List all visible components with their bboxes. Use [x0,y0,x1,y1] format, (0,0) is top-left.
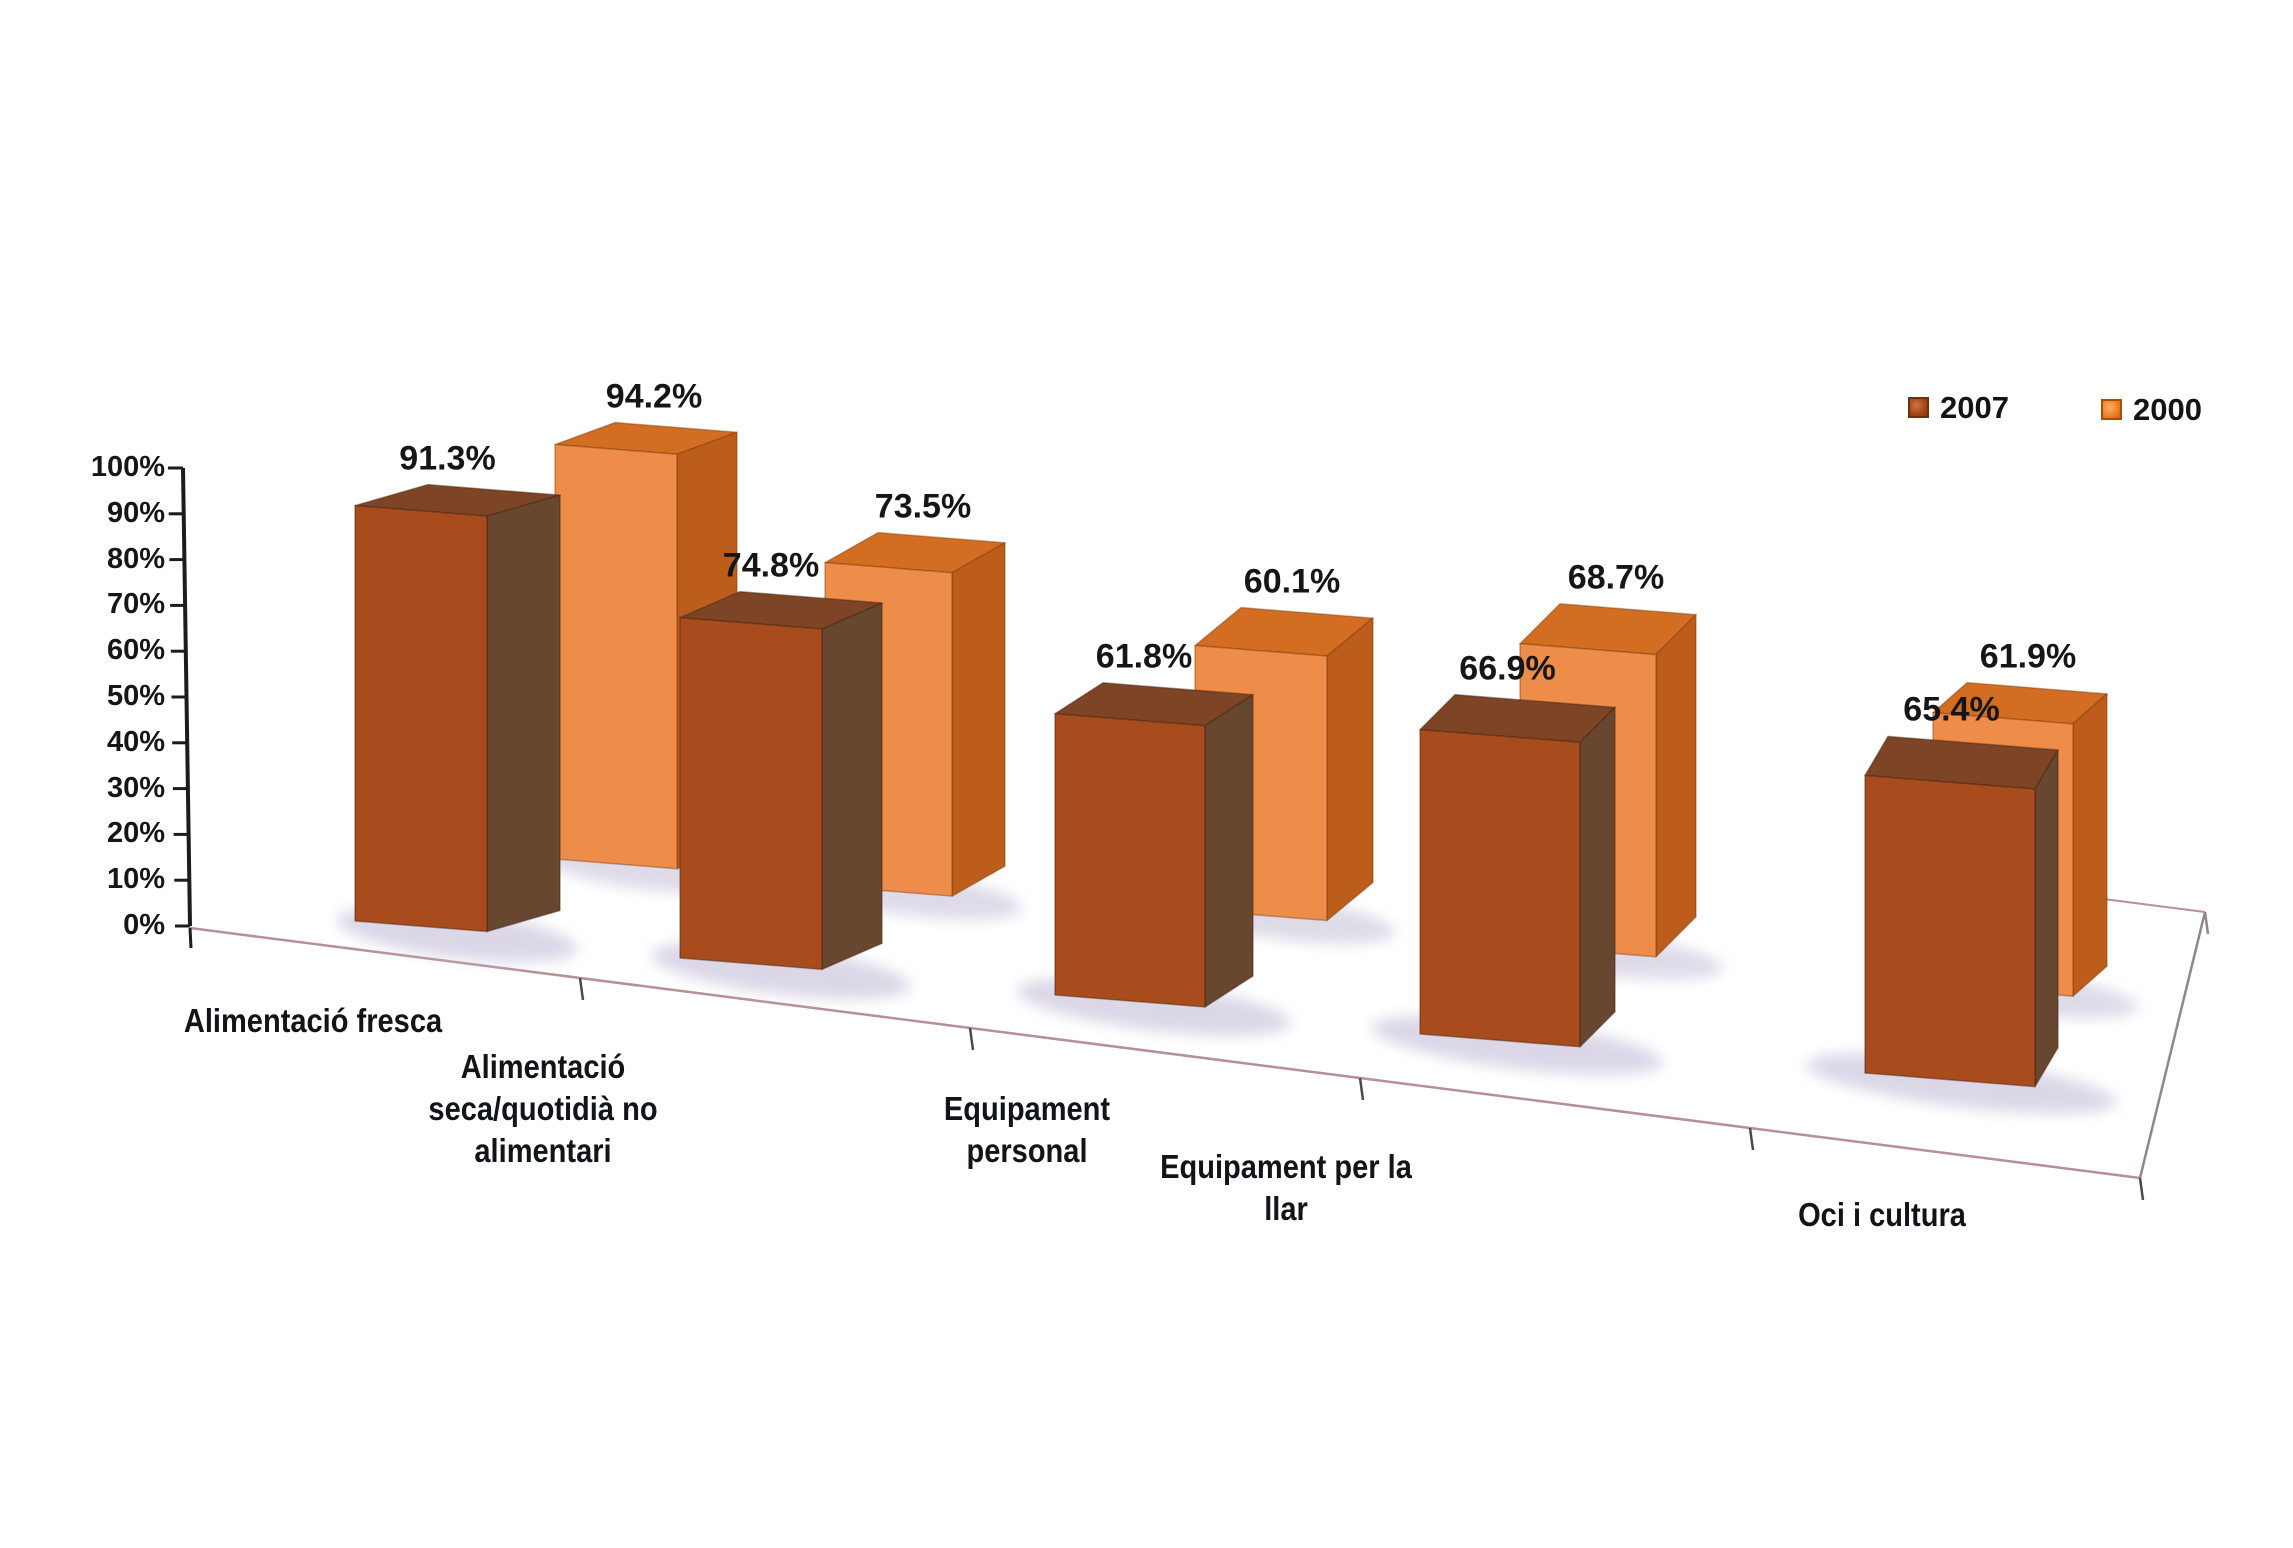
y-axis-label-50%: 50% [106,680,165,712]
data-label-2007-equipament-per-la-llar: 66.9% [1459,649,1556,688]
category-axis-tick-1 [578,977,585,1001]
y-axis-label-30%: 30% [106,771,165,804]
category-label-line: alimentari [474,1132,612,1169]
category-label-line: Alimentació [460,1048,626,1085]
category-label-line: Equipament [943,1090,1111,1127]
data-label-2007-equipament-personal: 61.8% [1095,637,1193,676]
category-axis-tick-4 [1748,1127,1755,1151]
y-axis-label-20%: 20% [106,817,165,850]
category-label-line: Oci i cultura [1798,1196,1966,1233]
bar-2007-alimentacio-fresca [354,504,488,933]
bar-2007-alimentacio-seca-quotidia-no-alimentari [679,616,823,971]
category-label-alimentacio-fresca: Alimentació fresca [184,1000,442,1042]
bar-2007-oci-i-cultura [1864,774,2036,1088]
category-axis-tick-2 [968,1027,975,1051]
y-axis-label-40%: 40% [106,725,165,758]
category-label-line: seca/quotidià no [428,1090,658,1127]
y-axis-label-100%: 100% [90,451,165,483]
floor-right-edge [2138,911,2207,1179]
y-axis-label-80%: 80% [106,542,165,575]
y-axis-label-60%: 60% [106,634,165,667]
category-label-line: Equipament per la [1160,1148,1412,1185]
bar-2007-equipament-personal [1054,713,1206,1008]
category-axis-tick-3 [1358,1077,1365,1101]
data-label-2000-oci-i-cultura: 61.9% [1979,637,2077,676]
category-axis-tick-origin [188,927,193,949]
data-label-2000-equipament-per-la-llar: 68.7% [1567,558,1665,597]
category-label-oci-i-cultura: Oci i cultura [1798,1194,1966,1236]
y-axis-label-70%: 70% [106,588,165,621]
category-label-line: llar [1264,1190,1308,1227]
y-axis-label-10%: 10% [106,863,165,896]
category-label-equipament-per-la-llar: Equipament per la llar [1160,1146,1412,1230]
data-label-2000-equipament-personal: 60.1% [1243,562,1341,601]
data-label-2000-alimentacio-seca-quotidia-no-alimentari: 73.5% [874,487,972,526]
floor-front-edge [189,926,2141,1180]
data-label-2007-alimentacio-fresca: 91.3% [399,439,496,478]
y-axis-label-90%: 90% [106,496,165,529]
data-label-2007-oci-i-cultura: 65.4% [1903,690,2000,729]
floor-back-corner-tick [2203,911,2210,935]
y-axis-label-0%: 0% [123,909,165,941]
category-label-line: personal [966,1132,1088,1169]
category-label-line: Alimentació fresca [183,1002,443,1039]
category-label-equipament-personal: Equipament personal [944,1088,1110,1172]
data-label-2000-alimentacio-fresca: 94.2% [605,377,703,416]
category-label-alimentacio-seca-quotidia-no-alimentari: Alimentació seca/quotidià no alimentari [428,1046,657,1172]
bar-2007-equipament-per-la-llar [1419,728,1581,1048]
category-axis-tick-end [2138,1177,2145,1201]
data-label-2007-alimentacio-seca-quotidia-no-alimentari: 74.8% [722,546,820,585]
